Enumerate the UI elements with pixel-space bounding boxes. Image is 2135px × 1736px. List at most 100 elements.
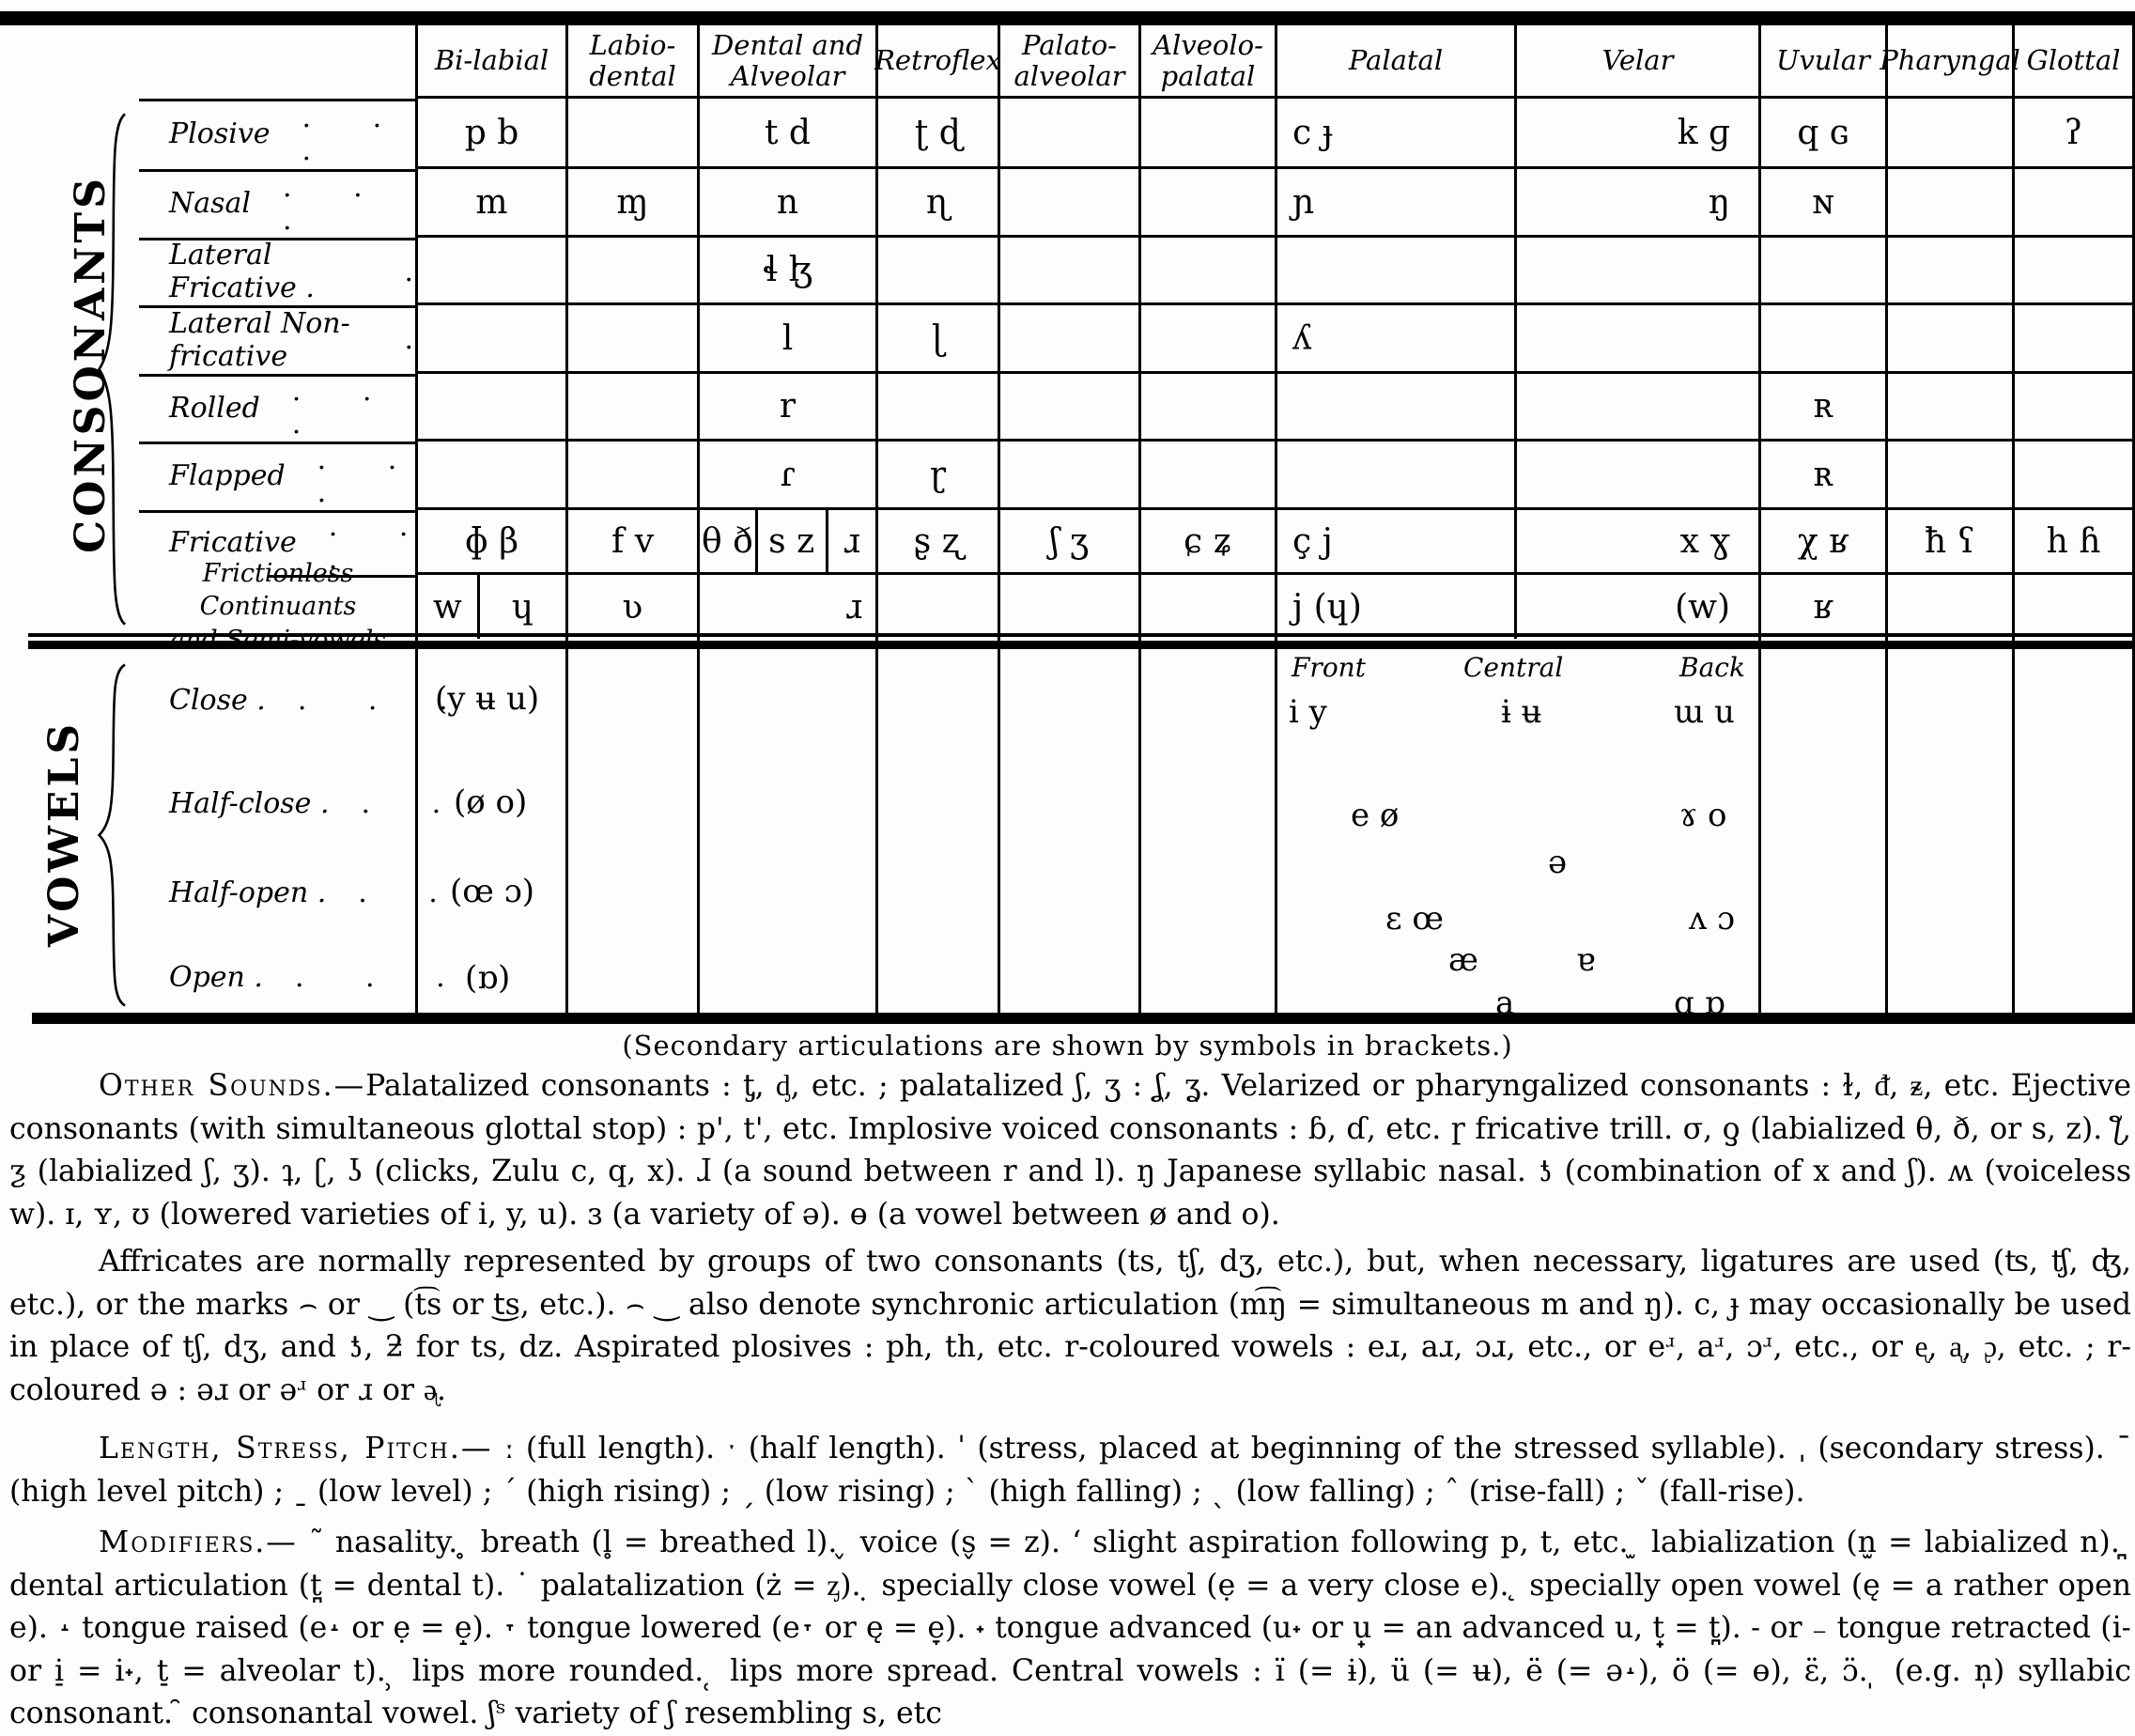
row-label-lateral-nonfricative: Lateral Non-fricative. [28,305,418,377]
consonant-vowel-divider-thin [28,633,2135,637]
cell-frictionless-dental: ɹ [700,575,878,639]
vowel-bilabial-column: (y ʉ u) (ø o) (œ ɔ) (ɒ) [418,639,568,1019]
col-header-alveolo-palatal: Alveolo-palatal [1141,25,1277,99]
cell-fricative-pharyngal: ħ ʕ [1888,510,2015,575]
consonant-vowel-divider-thick [28,641,2135,649]
col-header-bilabial: Bi-labial [418,25,568,99]
vowel-diagram-front-label: Front [1292,652,1366,683]
cell-fricative-labiodental: f v [568,510,700,575]
row-label-plosive: Plosive. . . [28,99,418,172]
cell-rolled-dental: r [700,374,878,442]
cell-frictionless-velar: (w) [1517,575,1761,639]
cell-latnonfric-dental: l [700,305,878,374]
cell-fricative-dental-sz: s z [758,510,828,572]
row-label-lateral-fricative: Lateral Fricative .. [28,238,418,308]
cell-flapped-dental: ɾ [700,442,878,510]
cell-nasal-dental: n [700,169,878,238]
cell-nasal-velar: ŋ [1517,169,1761,238]
cell-nasal-labiodental: ɱ [568,169,700,238]
row-label-rolled: Rolled. . . [28,374,418,444]
cell-plosive-velar: k ɡ [1517,99,1761,169]
vowel-half-close-back: ɤ o [1679,797,1727,834]
cell-fricative-bilabial: ɸ β [418,510,568,575]
cell-half-close-bilabial: (ø o) [454,783,528,821]
cell-plosive-dental: t d [700,99,878,169]
cell-frictionless-palatal: j (ɥ) [1277,575,1517,639]
affricates-paragraph: Affricates are normally represented by g… [9,1245,2131,1407]
other-sounds-paragraph: Other Sounds.—Palatalized consonants : ƫ… [9,1069,2132,1232]
cell-fricative-palatal: ç j [1277,510,1517,575]
cell-fricative-velar: x ɣ [1517,510,1761,575]
row-label-open: Open . [169,961,263,994]
cell-frictionless-uvular: ʁ [1761,575,1888,639]
length-stress-pitch-paragraph: Length, Stress, Pitch.— ː (full length).… [9,1432,2131,1509]
cell-fricative-dental-theta: θ ð [700,510,758,572]
col-header-palato-alveolar: Palato-alveolar [1000,25,1141,99]
vowel-close-front: i y [1289,693,1327,731]
cell-flapped-uvular: ʀ [1761,442,1888,510]
vowel-close-central: ɨ ʉ [1501,693,1542,731]
vowel-close-back: ɯ u [1674,693,1735,731]
cell-plosive-glottal: ʔ [2015,99,2135,169]
header-corner [28,25,418,101]
vowel-raised-open-central: ɐ [1576,941,1596,979]
cell-latnonfric-retroflex: ɭ [878,305,1000,374]
top-rule [0,11,2135,25]
vowel-mid-central: ə [1548,844,1568,881]
cell-frictionless-bilabial-w: w [418,575,480,639]
cell-fricative-uvular: χ ʁ [1761,510,1888,575]
col-header-pharyngal: Pharyngal [1880,25,2020,99]
row-label-frictionless: Frictionless Continuants and Semi-vowels [28,559,418,655]
cell-frictionless-labiodental: ʋ [568,575,700,639]
col-header-uvular: Uvular [1761,25,1888,99]
col-header-dental-alveolar: Dental and Alveolar [700,25,878,99]
cell-latfric-dental: ɬ ɮ [700,238,878,305]
ipa-table: Bi-labial Labio-dental Dental and Alveol… [28,25,2135,1022]
modifiers-heading: Modifiers.— [99,1526,298,1559]
consonants-brace [88,103,132,635]
vowel-diagram-central-label: Central [1463,652,1564,683]
row-label-flapped: Flapped. . . [28,442,418,513]
cell-latnonfric-palatal: ʎ [1277,305,1517,374]
vowel-half-close-front: e ø [1351,797,1400,834]
bottom-rule [32,1013,2135,1024]
cell-fricative-glottal: h ɦ [2015,510,2135,575]
row-label-fricative: Fricative. . . [28,510,418,578]
cell-fricative-dental-r: ɹ [843,521,860,561]
col-header-glottal: Glottal [2015,25,2135,99]
cell-frictionless-bilabial-hu: ɥ [511,587,534,627]
vowel-open-front: a [1495,984,1515,1022]
cell-nasal-bilabial: m [418,169,568,238]
cell-plosive-palatal: c ɟ [1277,99,1517,169]
vowel-diagram: Front Central Back i y ɨ ʉ ɯ u e ø ɤ o ə… [1277,639,1761,1022]
row-label-half-open: Half-open . [169,876,327,909]
cell-flapped-retroflex: ɽ [878,442,1000,510]
vowel-labels-column: Close .. . . Half-close .. . Half-open .… [28,639,448,1019]
cell-plosive-uvular: q ɢ [1761,99,1888,169]
col-header-labiodental: Labio-dental [568,25,700,99]
row-label-nasal: Nasal. . . [28,169,418,240]
cell-nasal-palatal: ɲ [1277,169,1517,238]
modifiers-paragraph: Modifiers.— ˜ nasality. ̥ breath (l̥ = b… [9,1526,2131,1730]
length-stress-pitch-heading: Length, Stress, Pitch.— [99,1432,493,1465]
col-header-palatal: Palatal [1277,25,1517,99]
row-label-half-close: Half-close . [169,787,330,820]
other-sounds-heading: Other Sounds.— [99,1069,366,1103]
row-label-close: Close . [169,684,266,717]
vowels-brace [88,658,132,1013]
cell-nasal-retroflex: ɳ [878,169,1000,238]
cell-rolled-uvular: ʀ [1761,374,1888,442]
vowel-raised-open-front: æ [1448,941,1478,979]
cell-fricative-palatoalveolar: ʃ ʒ [1000,510,1141,575]
col-header-retroflex: Retroflex [874,25,1001,99]
cell-plosive-bilabial: p b [418,99,568,169]
cell-open-bilabial: (ɒ) [465,959,511,997]
cell-half-open-bilabial: (œ ɔ) [450,873,534,910]
notes-text: Other Sounds.—Palatalized consonants : ƫ… [9,1065,2131,1736]
partial-rule [139,99,415,101]
vowel-diagram-back-label: Back [1679,652,1745,683]
cell-close-bilabial: (y ʉ u) [435,680,540,718]
cell-fricative-alveolopalatal: ɕ ʑ [1141,510,1277,575]
